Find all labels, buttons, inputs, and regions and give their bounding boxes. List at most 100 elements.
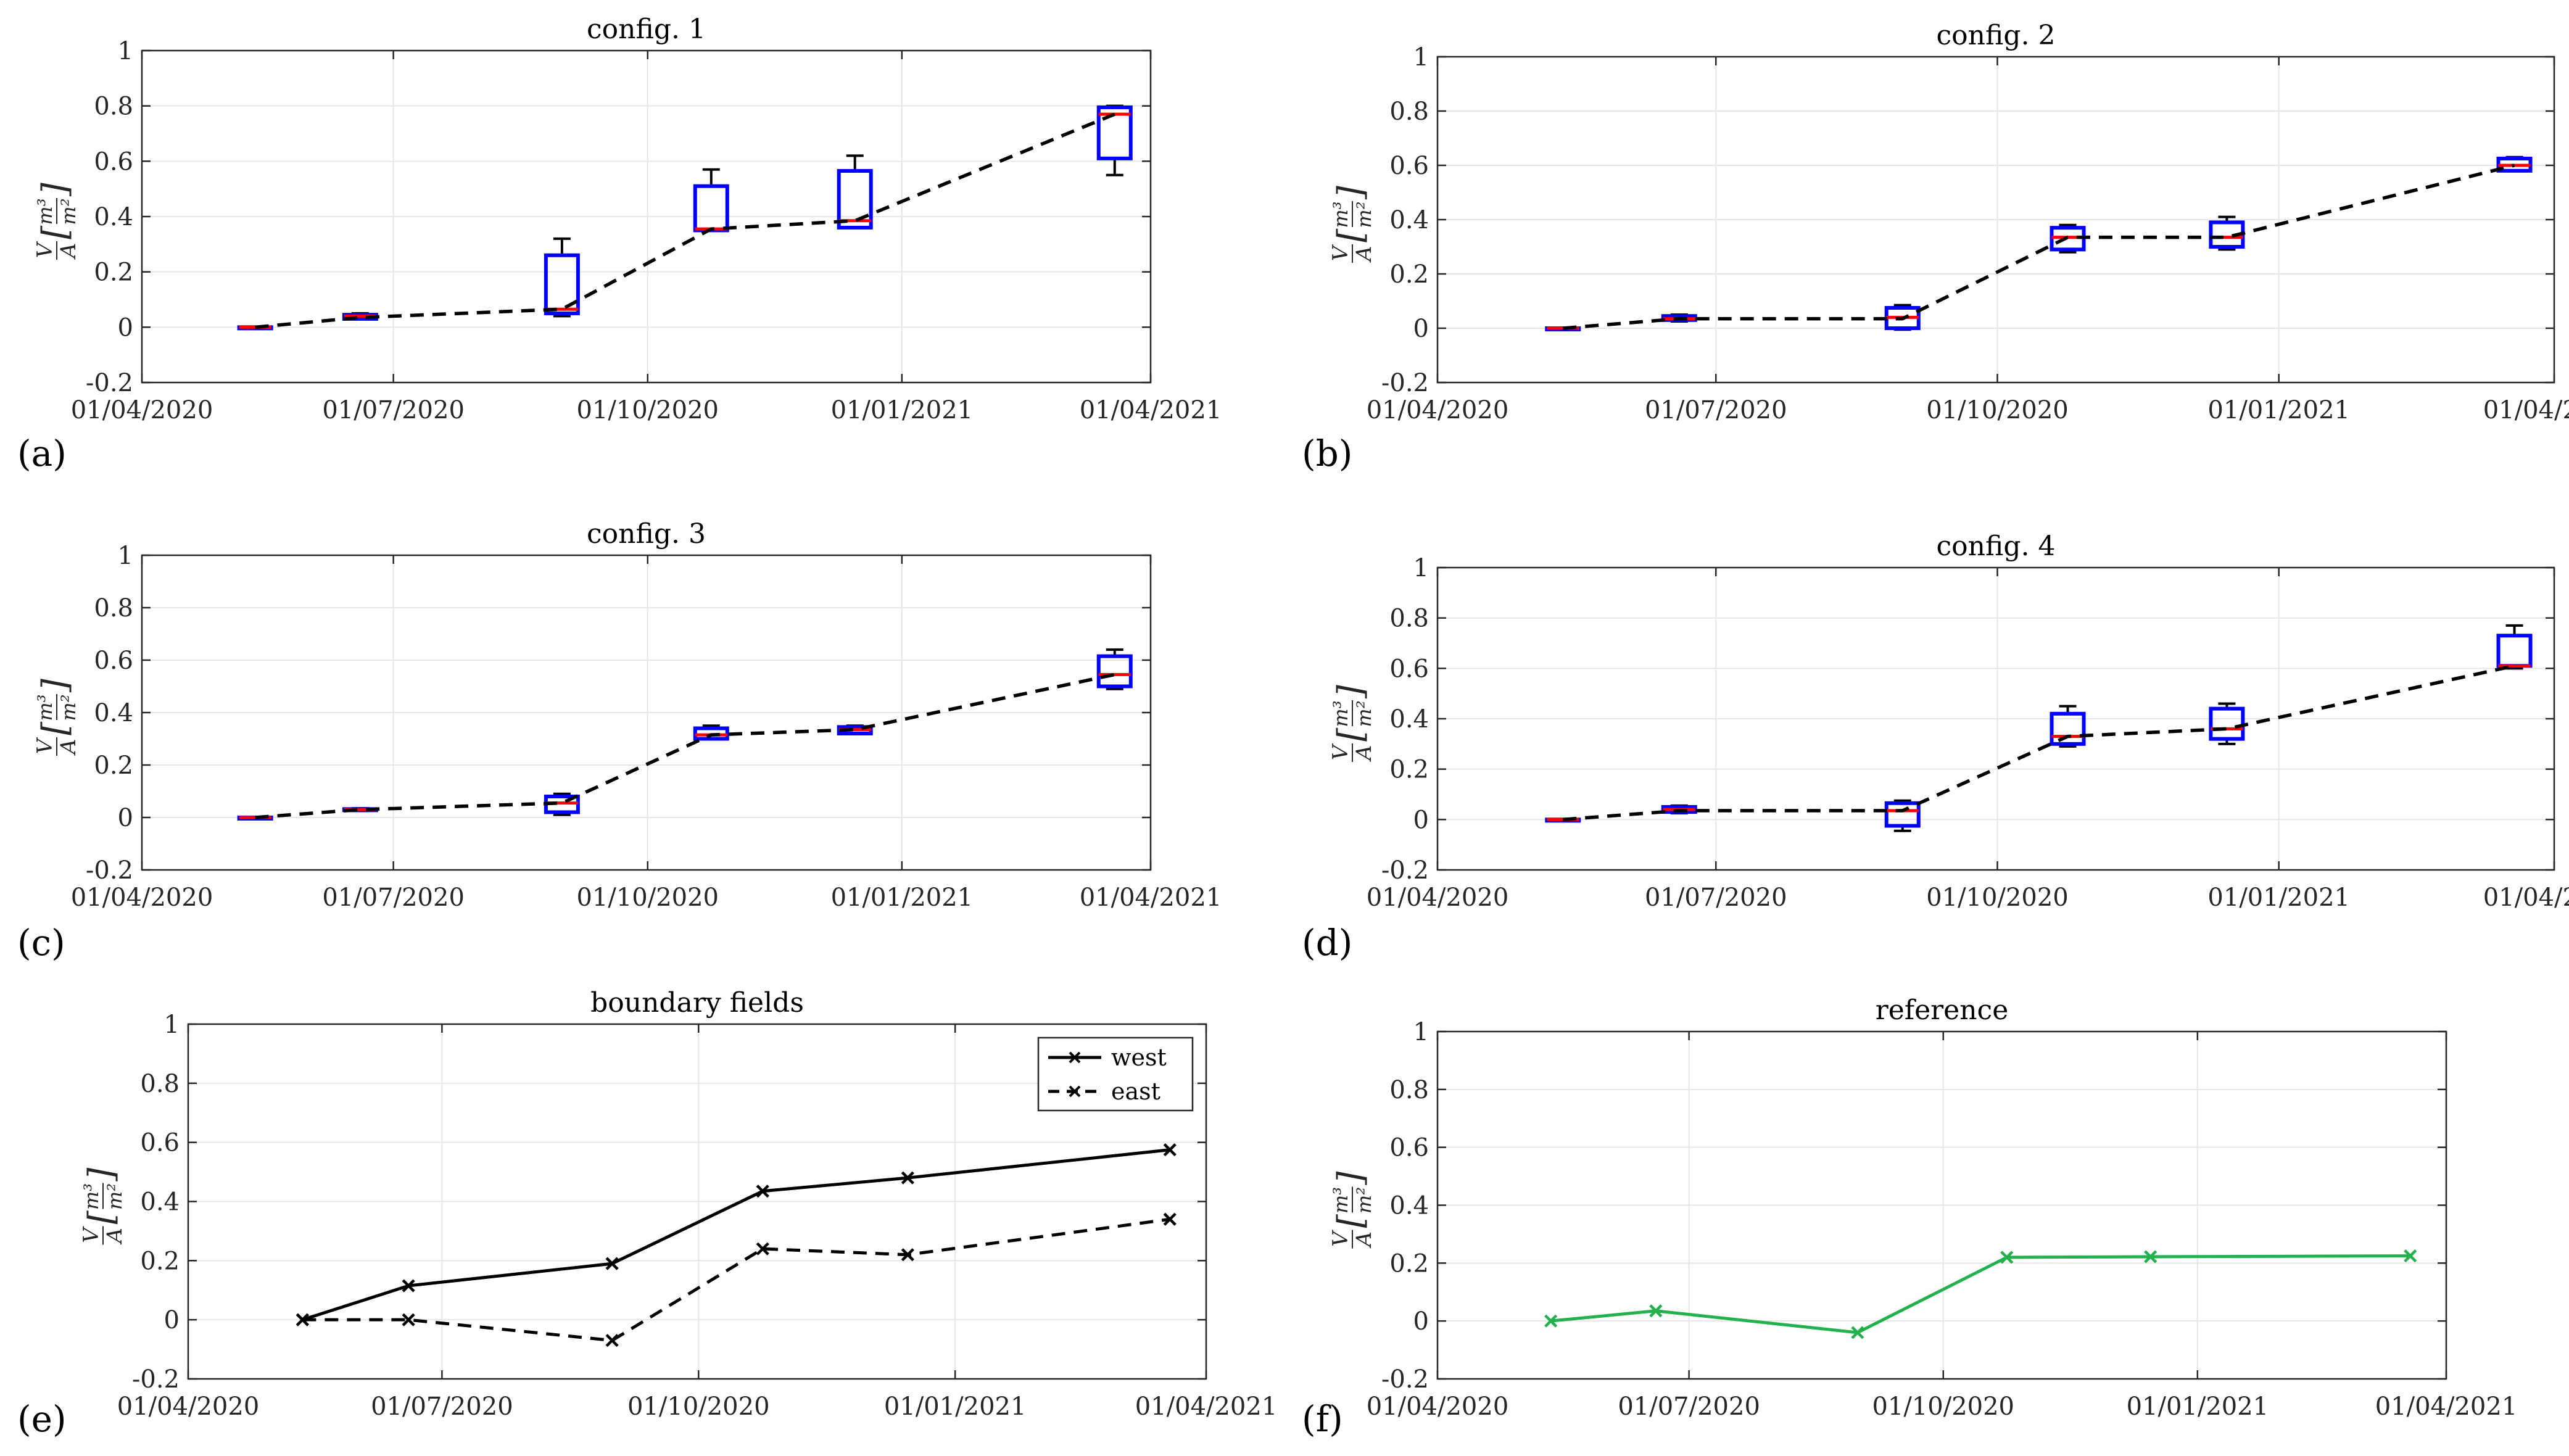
y-tick-label: 0.6 bbox=[1389, 1134, 1429, 1162]
y-tick-label: 0.4 bbox=[1389, 206, 1429, 234]
chart-title: config. 2 bbox=[1937, 20, 2056, 51]
y-tick-label: 0 bbox=[118, 804, 133, 832]
panel-5: -0.2 0 0.2 0.4 0.6 0.8 1 01/04/2020 01/07/2020 01… bbox=[17, 987, 1277, 1440]
x-tick-label: 01/01/2021 bbox=[831, 883, 974, 912]
x-tick-label: 01/04/2021 bbox=[1080, 396, 1222, 424]
panel-label: (c) bbox=[17, 922, 65, 964]
box-iqr bbox=[1096, 105, 1133, 160]
data-point bbox=[901, 1248, 914, 1262]
ylabel-bracket-right: ] bbox=[35, 183, 75, 197]
x-tick-label: 01/04/2021 bbox=[2375, 1392, 2518, 1421]
y-tick-label: 0 bbox=[118, 313, 133, 342]
box-iqr bbox=[837, 169, 873, 230]
y-tick-label: 0 bbox=[164, 1306, 180, 1334]
panel-2: -0.2 0 0.2 0.4 0.6 0.8 1 01/04/2020 01/07/2020 01… bbox=[1302, 20, 2569, 474]
y-tick-label: -0.2 bbox=[1381, 1365, 1429, 1394]
y-tick-label: 1 bbox=[1413, 43, 1429, 72]
ylabel-bracket-left: [ bbox=[35, 225, 75, 239]
marker-x-stroke bbox=[901, 1171, 914, 1185]
marker-x-stroke bbox=[605, 1334, 619, 1347]
data-point bbox=[402, 1279, 415, 1293]
marker-x-stroke bbox=[1851, 1326, 1864, 1339]
ylabel-denominator-a: A bbox=[56, 739, 81, 756]
x-tick-label: 01/10/2020 bbox=[627, 1392, 770, 1421]
marker-x-stroke bbox=[402, 1279, 415, 1293]
ylabel-bracket-left: [ bbox=[81, 1210, 122, 1224]
chart-title: config. 1 bbox=[587, 14, 706, 45]
y-tick-label: 0.8 bbox=[94, 594, 133, 623]
y-tick-label: 0 bbox=[1413, 806, 1429, 834]
x-tick-label: 01/07/2020 bbox=[322, 883, 465, 912]
ylabel-bracket-right: ] bbox=[1331, 685, 1371, 699]
trend-line bbox=[1563, 163, 2515, 330]
x-tick-label: 01/10/2020 bbox=[1872, 1392, 2014, 1421]
x-tick-label: 01/04/2020 bbox=[1367, 1392, 1509, 1421]
y-tick-label: 0.6 bbox=[1389, 152, 1429, 180]
box-6 bbox=[1096, 104, 1133, 176]
x-tick-label: 01/10/2020 bbox=[576, 396, 719, 424]
y-tick-label: 0.4 bbox=[94, 203, 133, 231]
x-tick-label: 01/01/2021 bbox=[2127, 1392, 2269, 1421]
box-iqr bbox=[1884, 801, 1921, 828]
marker-x-stroke bbox=[605, 1257, 619, 1270]
ylabel-denominator-a: A bbox=[1352, 1231, 1376, 1249]
ylabel-bracket-right: ] bbox=[1331, 1171, 1371, 1185]
y-tick-label: 0.6 bbox=[1389, 655, 1429, 683]
marker-x-stroke bbox=[1163, 1143, 1177, 1157]
x-tick-label: 01/04/2020 bbox=[71, 396, 213, 424]
y-tick-label: 0.4 bbox=[1389, 705, 1429, 734]
y-tick-label: 0.8 bbox=[140, 1070, 180, 1098]
ylabel-denominator-a: A bbox=[1352, 745, 1376, 763]
ylabel-bracket-left: [ bbox=[1331, 228, 1371, 242]
y-tick-label: 0.2 bbox=[1389, 1249, 1429, 1278]
ylabel-bracket-left: [ bbox=[1331, 727, 1371, 742]
ylabel-bracket-right: ] bbox=[81, 1167, 122, 1181]
data-point bbox=[2144, 1250, 2157, 1264]
panel-label: (e) bbox=[17, 1398, 67, 1440]
x-tick-label: 01/07/2020 bbox=[371, 1392, 513, 1421]
y-tick-label: 0 bbox=[1413, 1307, 1429, 1336]
data-point bbox=[2404, 1249, 2417, 1263]
series-reference bbox=[1544, 1249, 2417, 1339]
x-tick-label: 01/04/2021 bbox=[2483, 396, 2569, 424]
panel-3: -0.2 0 0.2 0.4 0.6 0.8 1 01/04/2020 01/07/2020 01… bbox=[17, 518, 1222, 964]
ylabel-unit-m3: m³ bbox=[1329, 1187, 1352, 1214]
x-tick-label: 01/04/2021 bbox=[1080, 883, 1222, 912]
ylabel-unit-m2: m² bbox=[1352, 1187, 1376, 1214]
panel-4: -0.2 0 0.2 0.4 0.6 0.8 1 01/04/2020 01/07/2020 01… bbox=[1302, 531, 2569, 964]
y-tick-label: 0.2 bbox=[1389, 260, 1429, 289]
ylabel-bracket-right: ] bbox=[35, 679, 75, 693]
x-tick-label: 01/01/2021 bbox=[884, 1392, 1027, 1421]
y-tick-label: 0.6 bbox=[94, 647, 133, 675]
ylabel-numerator-v: V bbox=[79, 1226, 104, 1243]
y-tick-label: 0.2 bbox=[1389, 756, 1429, 784]
y-tick-label: 0.4 bbox=[1389, 1192, 1429, 1220]
data-point bbox=[1163, 1212, 1177, 1226]
panel-label: (f) bbox=[1302, 1398, 1343, 1440]
data-point bbox=[2000, 1251, 2014, 1264]
y-tick-label: -0.2 bbox=[1381, 856, 1429, 885]
panel-6: -0.2 0 0.2 0.4 0.6 0.8 1 01/04/2020 01/07/2020 01… bbox=[1302, 995, 2517, 1440]
data-point bbox=[1851, 1326, 1864, 1339]
y-tick-label: 0.2 bbox=[140, 1247, 180, 1275]
y-tick-label: -0.2 bbox=[86, 856, 133, 885]
box-iqr bbox=[1096, 654, 1133, 689]
data-point bbox=[296, 1313, 309, 1326]
y-tick-label: 0.2 bbox=[94, 751, 133, 780]
ylabel-unit-m3: m³ bbox=[33, 198, 57, 225]
chart-title: reference bbox=[1876, 995, 2009, 1026]
marker-x-stroke bbox=[1163, 1212, 1177, 1226]
ylabel-unit-m3: m³ bbox=[1329, 201, 1352, 228]
ylabel-numerator-v: V bbox=[33, 241, 57, 258]
marker-x-stroke bbox=[1544, 1314, 1558, 1328]
data-point bbox=[605, 1334, 619, 1347]
ylabel-unit-m3: m³ bbox=[1329, 700, 1352, 727]
x-tick-label: 01/10/2020 bbox=[1926, 396, 2069, 424]
legend: west east bbox=[1037, 1036, 1194, 1112]
